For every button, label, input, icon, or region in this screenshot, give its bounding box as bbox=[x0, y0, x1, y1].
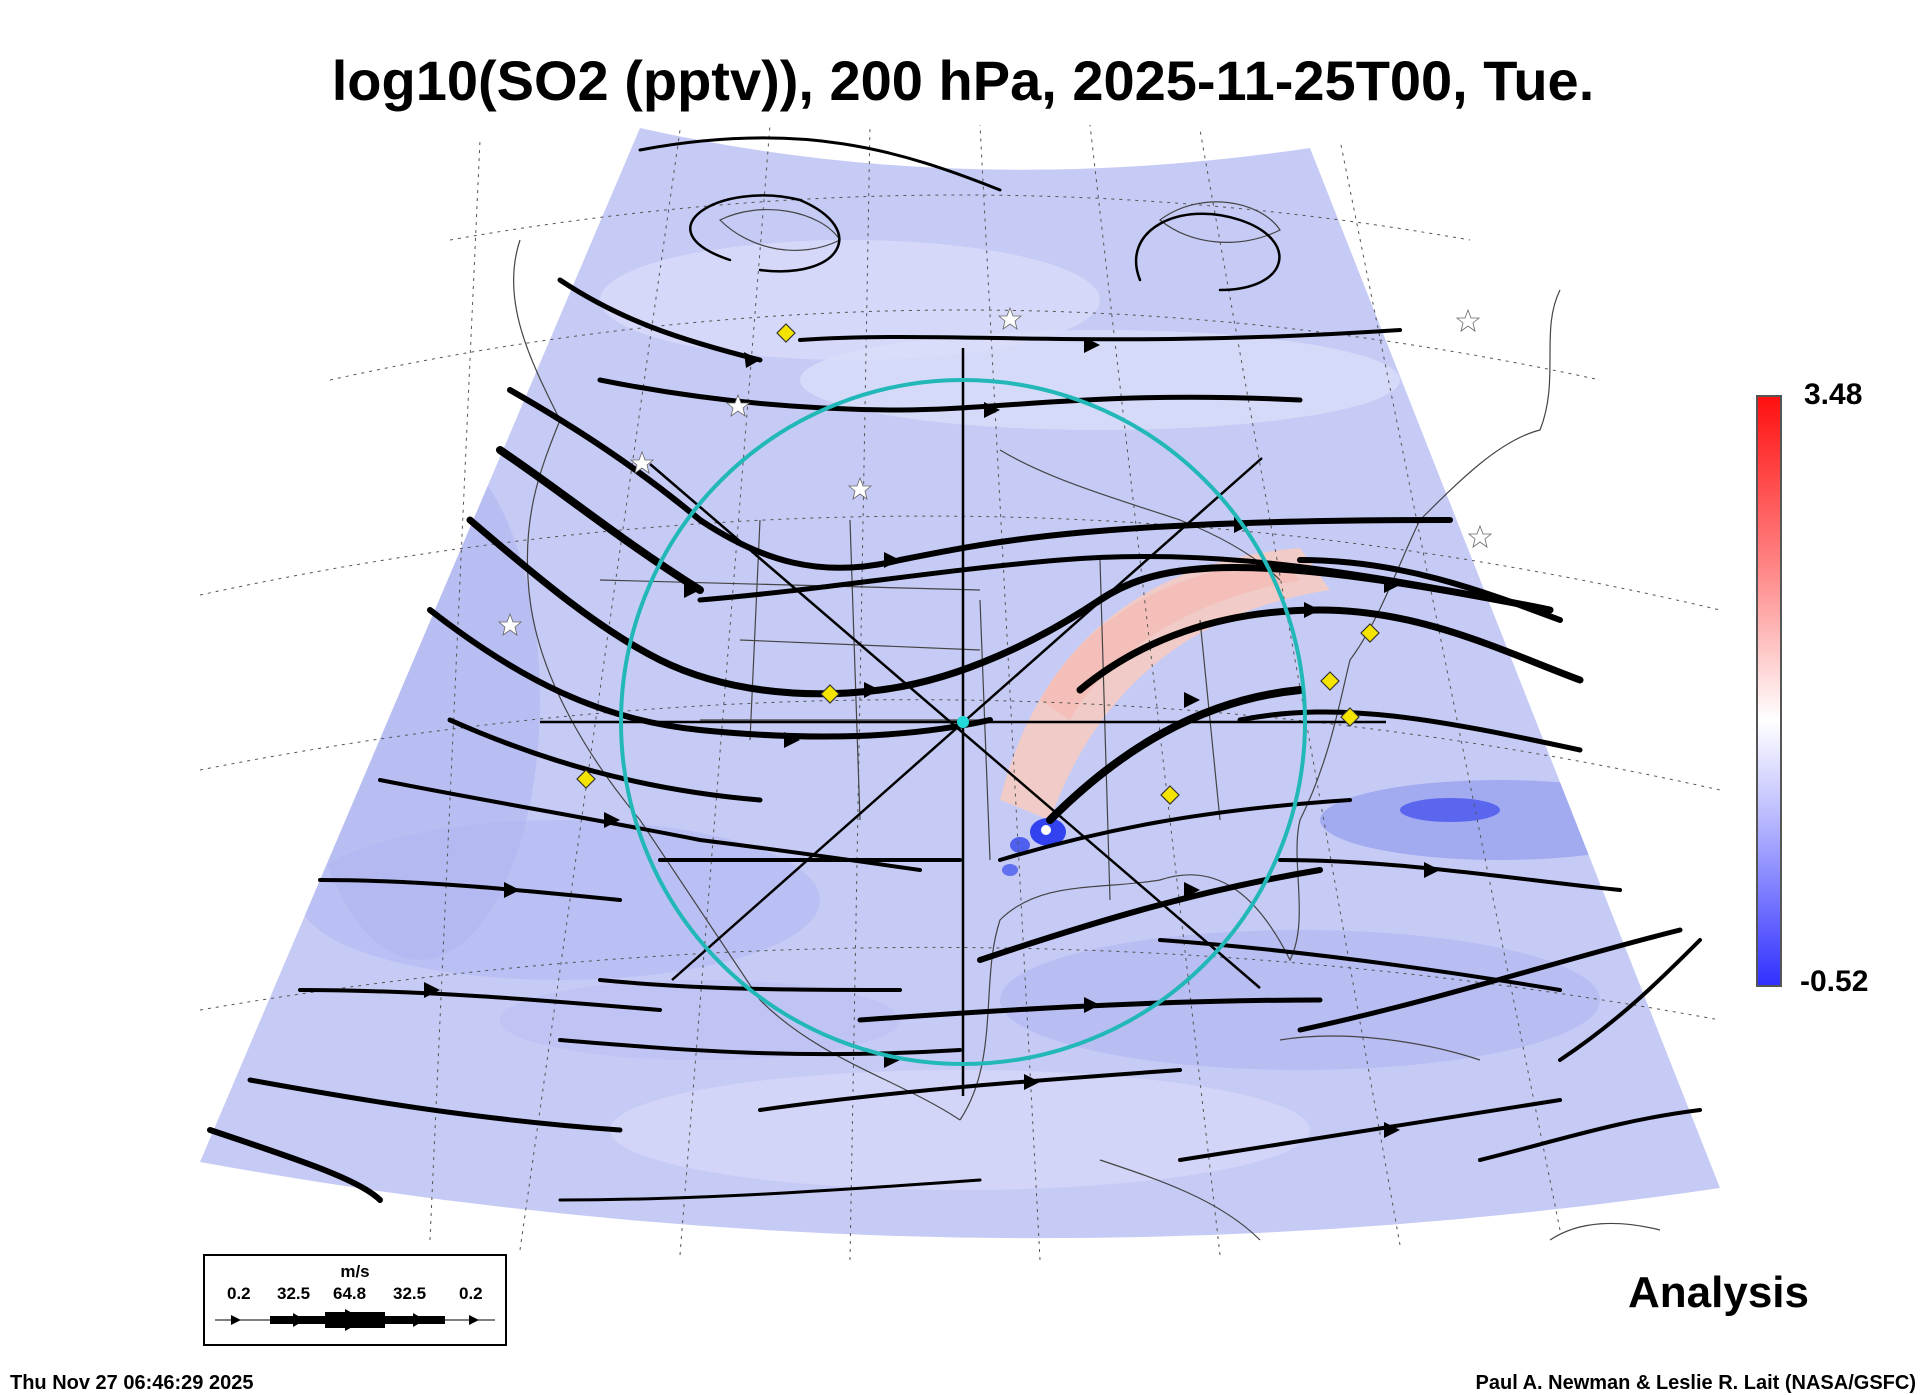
legend-tick: 0.2 bbox=[227, 1284, 251, 1303]
wind-speed-legend: m/s 0.2 32.5 64.8 32.5 0.2 bbox=[203, 1254, 507, 1346]
cyan-ring bbox=[619, 378, 1307, 1066]
legend-tick: 32.5 bbox=[393, 1284, 427, 1303]
white-star-marker bbox=[497, 306, 1493, 636]
legend-unit: m/s bbox=[340, 1262, 370, 1281]
map-title: log10(SO2 (pptv)), 200 hPa, 2025-11-25T0… bbox=[331, 49, 1595, 112]
cyan-center-marker bbox=[957, 716, 969, 728]
streamline-arrowheads bbox=[424, 337, 1440, 1138]
colorbar bbox=[1756, 395, 1782, 987]
analysis-label: Analysis bbox=[1628, 1268, 1809, 1317]
legend-tick: 32.5 bbox=[277, 1284, 311, 1303]
legend-tick: 0.2 bbox=[459, 1284, 483, 1303]
colorbar-min-label: -0.52 bbox=[1800, 965, 1869, 998]
legend-tick: 64.8 bbox=[333, 1284, 367, 1303]
colorbar-max-label: 3.48 bbox=[1804, 378, 1863, 411]
footer-credit: Paul A. Newman & Leslie R. Lait (NASA/GS… bbox=[1475, 1372, 1916, 1394]
legend-arrow-sample bbox=[215, 1309, 495, 1331]
footer-timestamp: Thu Nov 27 06:46:29 2025 bbox=[10, 1372, 254, 1394]
yellow-diamond-marker bbox=[576, 323, 1380, 805]
so2-field bbox=[200, 128, 1720, 1239]
